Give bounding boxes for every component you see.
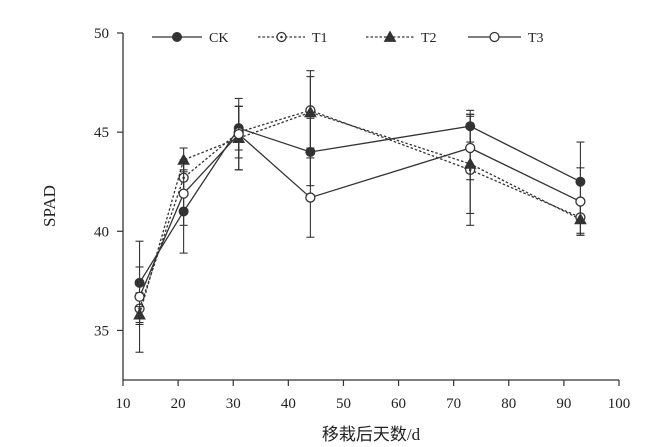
series-line-t3 xyxy=(138,133,581,297)
legend-label: T1 xyxy=(312,31,328,46)
data-point-t3 xyxy=(465,142,476,154)
chart-series xyxy=(133,70,587,353)
legend-marker xyxy=(172,32,182,42)
legend-item-t3: T3 xyxy=(468,31,544,46)
x-tick-label: 40 xyxy=(281,396,296,412)
x-tick-label: 70 xyxy=(446,396,461,412)
x-tick-label: 20 xyxy=(171,396,186,412)
chart-axes: 10 20 30 40 50 60 70 80 90 100 35 40 45 50 xyxy=(94,26,630,412)
series-line-t2 xyxy=(138,111,581,315)
y-axis-label: SPAD xyxy=(40,185,59,227)
y-tick-label: 35 xyxy=(94,323,109,339)
series-ck xyxy=(134,105,586,300)
x-tick-label: 10 xyxy=(116,396,131,412)
x-axis-label: 移栽后天数/d xyxy=(322,425,421,444)
legend-item-t1: T1 xyxy=(258,31,328,46)
y-tick-label: 50 xyxy=(94,26,109,42)
data-point-t3 xyxy=(134,291,145,302)
x-tick-label: 80 xyxy=(501,396,516,412)
x-tick-label: 60 xyxy=(391,396,406,412)
y-tick-label: 40 xyxy=(94,224,109,240)
chart-legend: CK T1 T2 T3 xyxy=(152,30,544,46)
legend-label: CK xyxy=(209,31,228,46)
data-point-t3 xyxy=(178,188,189,199)
series-line-t1 xyxy=(138,109,581,309)
x-tick-label: 50 xyxy=(336,396,351,412)
series-t2 xyxy=(133,76,587,324)
data-point-t3 xyxy=(575,196,586,207)
legend-marker xyxy=(489,31,500,43)
x-tick-label: 90 xyxy=(556,396,571,412)
legend-label: T2 xyxy=(421,31,437,46)
x-tick-label: 30 xyxy=(226,396,241,412)
legend-label: T3 xyxy=(528,31,544,46)
series-t1 xyxy=(134,70,586,326)
y-tick-label: 45 xyxy=(94,125,109,141)
data-point-t2 xyxy=(304,105,317,118)
legend-item-t2: T2 xyxy=(366,30,437,46)
series-line-ck xyxy=(138,125,581,284)
x-tick-label: 100 xyxy=(608,396,631,412)
legend-marker-center xyxy=(280,35,283,39)
series-t3 xyxy=(134,97,586,353)
data-point-t3 xyxy=(305,192,316,203)
data-point-t3 xyxy=(233,128,244,140)
legend-marker xyxy=(383,30,397,42)
legend-item-ck: CK xyxy=(152,31,228,46)
